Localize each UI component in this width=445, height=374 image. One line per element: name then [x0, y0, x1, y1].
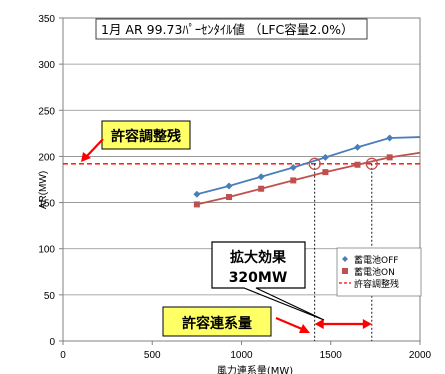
- y-tick-label: 250: [38, 106, 55, 117]
- intersection-circle-on: [365, 157, 378, 170]
- legend-marker-on: [342, 268, 348, 274]
- effect-label-line2: 320MW: [229, 270, 288, 286]
- data-point-off: [289, 164, 297, 172]
- data-point-off: [386, 134, 394, 142]
- effect-arrowhead-right: [362, 319, 372, 329]
- effect-arrowhead-left: [314, 319, 324, 329]
- data-point-on: [290, 177, 297, 184]
- allowable-remaining-arrow: [86, 138, 104, 157]
- series-layer: [63, 134, 421, 208]
- data-point-on: [354, 161, 361, 168]
- legend-item-on: 蓄電池ON: [342, 266, 395, 278]
- legend-label-on: 蓄電池ON: [354, 266, 395, 278]
- data-point-off: [321, 153, 329, 161]
- data-point-on: [386, 154, 393, 161]
- allowable-remaining-arrowhead: [81, 152, 91, 162]
- y-tick-label: 0: [49, 337, 55, 348]
- axis-layer: 0 50 100 150 200 250 300 350 0 500 1000 1500 2000: [38, 14, 431, 361]
- data-point-off: [193, 190, 201, 198]
- allowable-remaining-label: 許容調整残: [111, 128, 181, 145]
- title-box: [95, 18, 368, 40]
- allowable-connection-arrowhead: [299, 324, 310, 333]
- x-tick-label: 2000: [409, 350, 432, 361]
- allowable-connection-label: 許容連系量: [182, 315, 252, 332]
- data-point-on: [226, 194, 233, 201]
- y-tick-label: 100: [38, 245, 55, 256]
- data-point-on: [193, 201, 200, 208]
- y-tick-label: 300: [38, 60, 55, 71]
- allowable-connection-box: [162, 306, 272, 337]
- y-tick-label: 150: [38, 199, 55, 210]
- legend-label-threshold: 許容調整残: [354, 278, 399, 290]
- effect-label-line1: 拡大効果: [230, 249, 287, 266]
- legend-marker-off: [342, 256, 348, 262]
- x-axis-label: 風力連系量(MW): [217, 364, 293, 374]
- data-point-on: [258, 185, 265, 192]
- legend-item-off: 蓄電池OFF: [342, 254, 398, 266]
- data-point-on: [322, 169, 329, 176]
- chart-title: 1月 AR 99.73ﾊﾟｰｾﾝﾀｲﾙ値 （LFC容量2.0%）: [101, 22, 354, 37]
- data-point-off: [225, 182, 233, 190]
- y-tick-label: 50: [44, 291, 56, 302]
- x-tick-label: 500: [144, 350, 161, 361]
- y-axis-label: AR(MW): [38, 171, 49, 209]
- x-tick-label: 1000: [230, 350, 253, 361]
- legend-box: [336, 247, 422, 297]
- y-tick-label: 350: [38, 14, 55, 25]
- effect-callout-box: [211, 241, 325, 321]
- data-point-off: [354, 143, 362, 151]
- data-point-off: [257, 173, 265, 181]
- series-line-on: [196, 151, 421, 206]
- y-tick-label: 200: [38, 152, 55, 163]
- allowable-remaining-box: [101, 120, 191, 150]
- x-tick-label: 1500: [320, 350, 343, 361]
- x-tick-label: 0: [60, 350, 66, 361]
- legend-label-off: 蓄電池OFF: [354, 254, 398, 266]
- legend-item-threshold: 許容調整残: [339, 278, 399, 290]
- allowable-connection-arrow: [275, 316, 303, 331]
- intersection-circle-off: [308, 157, 321, 170]
